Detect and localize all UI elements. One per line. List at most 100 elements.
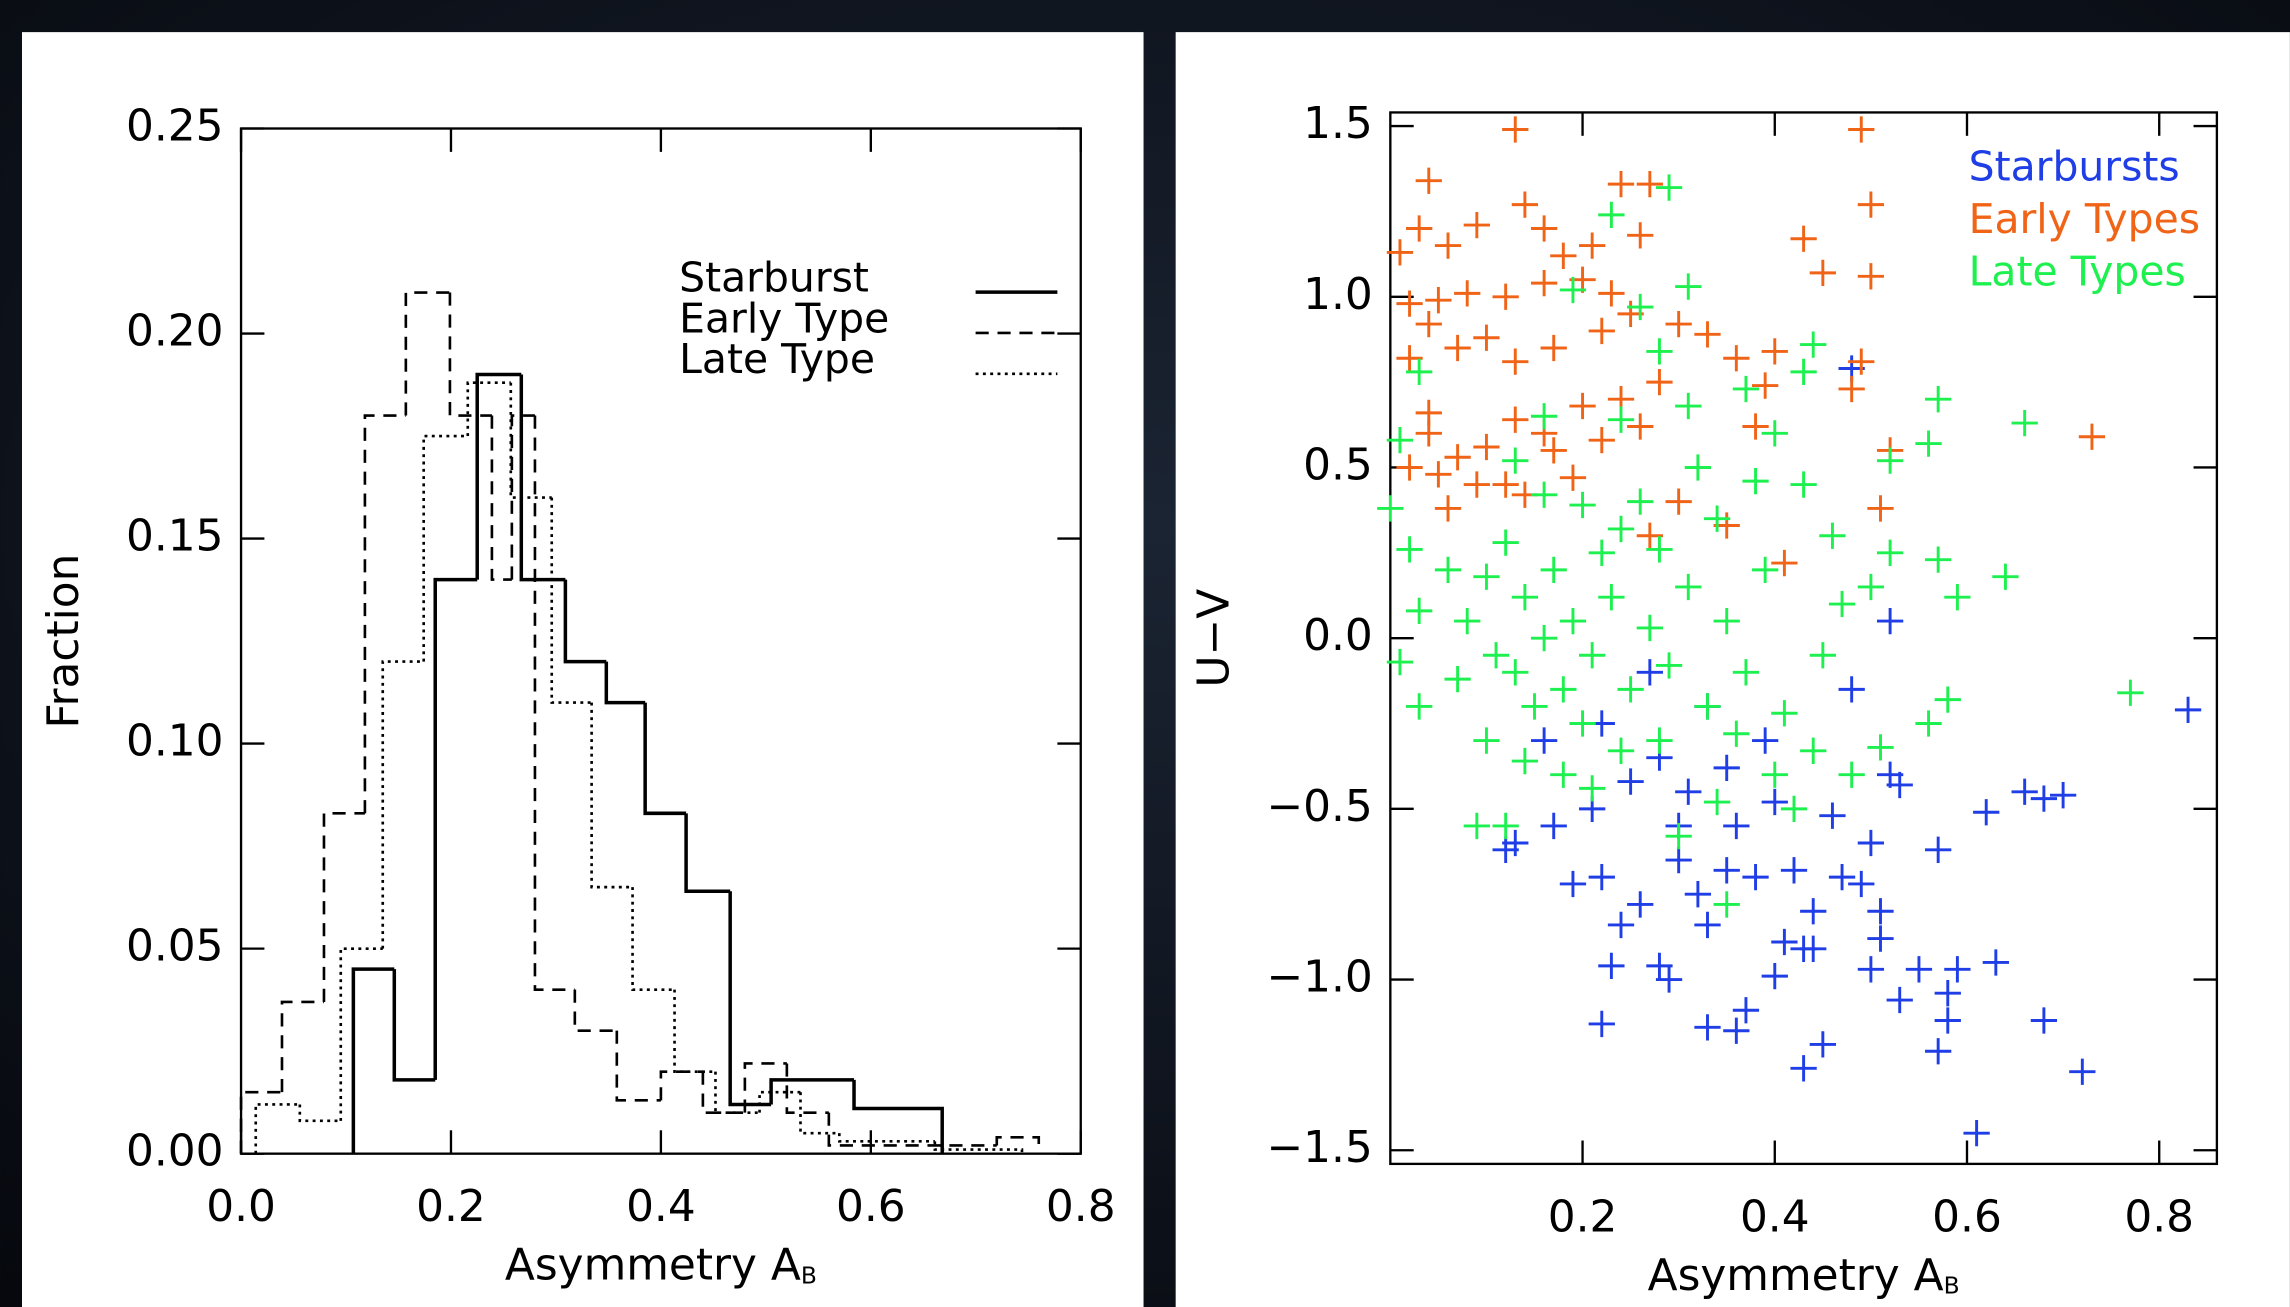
scatter-point: [1665, 823, 1692, 850]
scatter-point: [1588, 539, 1615, 566]
scatter-point: [1425, 461, 1452, 488]
scatter-point: [1800, 737, 1827, 764]
scatter-point: [1867, 495, 1894, 522]
scatter-point: [2069, 1058, 2096, 1085]
scatter-point: [1790, 1055, 1817, 1082]
x-axis-label-text: Asymmetry A: [1648, 1250, 1944, 1301]
scatter-point: [1598, 280, 1625, 307]
chart: 0.0 0.2 0.4 0.6 0.8 0.00 0.05 0.10 0.15 0.20 0.25 A…: [38, 101, 1116, 1291]
histogram-step: [510, 414, 535, 580]
scatter-point: [1386, 648, 1414, 676]
scatter-point: [1675, 392, 1702, 420]
histogram-step: [701, 1071, 745, 1114]
scatter-point: [1867, 898, 1894, 925]
histogram-step: [684, 813, 731, 893]
scatter-point: [1838, 761, 1865, 788]
scatter-point: [1607, 515, 1635, 543]
scatter-point: [1790, 471, 1817, 498]
scatter-point: [1982, 949, 2009, 976]
scatter-point: [1540, 812, 1567, 840]
y-tick-label: −0.5: [1266, 781, 1372, 832]
scatter-point: [1627, 413, 1654, 440]
scatter-point: [1530, 481, 1558, 508]
x-axis-label-subscript: B: [1944, 1271, 1960, 1299]
histogram-step: [239, 1090, 282, 1154]
y-axis-label: Fraction: [38, 554, 89, 729]
scatter-point: [1492, 471, 1519, 498]
histogram-step: [728, 891, 772, 1107]
scatter-point: [1771, 928, 1798, 956]
scatter-point: [1559, 464, 1587, 491]
scatter-point: [1963, 1120, 1990, 1147]
left-panel: [22, 32, 1144, 1307]
y-tick-label: 0.00: [126, 1126, 224, 1177]
x-tick-label: 0.4: [626, 1181, 696, 1232]
y-tick-label: −1.0: [1266, 952, 1372, 1003]
x-tick-label: 0.4: [1740, 1191, 1810, 1242]
scatter-point: [1857, 956, 1885, 983]
scatter-point: [1492, 529, 1519, 556]
scatter-point: [1905, 956, 1933, 983]
scatter-point: [1867, 734, 1894, 761]
scatter-point: [1992, 563, 2019, 590]
scatter-point: [1761, 761, 1788, 788]
scatter-point: [1703, 505, 1731, 532]
histogram-step: [533, 415, 575, 991]
scatter-point: [1828, 863, 1856, 891]
y-tick-label: 0.05: [126, 921, 224, 972]
legend-label: Early Type: [679, 294, 889, 342]
scatter-point: [1530, 403, 1558, 430]
scatter-point: [1934, 1007, 1961, 1034]
scatter-point: [1848, 348, 1875, 375]
scatter-point: [1540, 437, 1567, 464]
scatter-point: [1655, 174, 1683, 201]
scatter-point: [2174, 696, 2202, 723]
scatter-point: [1867, 925, 1894, 952]
histogram-step: [490, 415, 512, 581]
y-tick-label: 0.15: [126, 511, 224, 562]
scatter-point: [1406, 693, 1433, 720]
scatter-point: [1579, 232, 1606, 259]
scatter-point: [1386, 427, 1414, 454]
scatter-point: [1761, 788, 1788, 816]
scatter-point: [1406, 215, 1433, 242]
scatter-point: [1540, 334, 1567, 362]
scatter-point: [1800, 331, 1827, 358]
y-tick-label: 0.20: [126, 306, 224, 357]
scatter-point: [1857, 263, 1885, 290]
legend-label: Late Type: [679, 335, 875, 383]
histogram-step: [643, 702, 687, 816]
x-tick-label: 0.0: [206, 1181, 276, 1232]
scatter-point: [1473, 433, 1500, 461]
scatter-point: [1665, 846, 1692, 874]
scatter-point: [1396, 290, 1423, 317]
scatter-point: [2011, 778, 2038, 805]
scatter-point: [1742, 467, 1769, 495]
scatter-point: [1511, 191, 1539, 218]
scatter-point: [1819, 802, 1846, 829]
scatter-point: [1607, 911, 1635, 939]
histogram-step: [422, 434, 468, 662]
scatter-point: [1444, 444, 1471, 471]
x-axis-label: Asymmetry AB: [1648, 1250, 1960, 1301]
scatter-point: [1713, 857, 1740, 884]
legend-label: Late Types: [1969, 248, 2186, 296]
scatter-point: [1415, 399, 1442, 427]
histogram-step: [769, 1078, 855, 1105]
scatter-point: [1857, 829, 1885, 857]
scatter-point: [1800, 898, 1827, 925]
scatter-point: [1559, 870, 1587, 898]
scatter-point: [1502, 406, 1529, 433]
scatter-point: [1771, 549, 1798, 577]
histogram-step: [254, 1103, 300, 1154]
scatter-point: [1723, 812, 1750, 840]
scatter-point: [1463, 211, 1490, 239]
scatter-point: [1434, 495, 1462, 522]
scatter-point: [1463, 812, 1490, 840]
scatter-point: [1732, 997, 1760, 1024]
scatter-point: [1646, 727, 1673, 754]
scatter-point: [1703, 788, 1731, 816]
scatter-point: [1598, 201, 1625, 229]
